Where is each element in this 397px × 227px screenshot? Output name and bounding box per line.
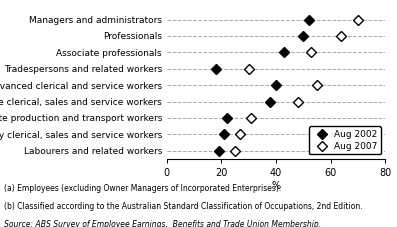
Legend: Aug 2002, Aug 2007: Aug 2002, Aug 2007 (309, 126, 381, 154)
X-axis label: %: % (272, 181, 280, 191)
Text: (b) Classified according to the Australian Standard Classification of Occupation: (b) Classified according to the Australi… (4, 202, 362, 211)
Text: (a) Employees (excluding Owner Managers of Incorporated Enterprises).: (a) Employees (excluding Owner Managers … (4, 184, 281, 193)
Text: Source: ABS Survey of Employee Earnings,  Benefits and Trade Union Membership.: Source: ABS Survey of Employee Earnings,… (4, 220, 321, 227)
